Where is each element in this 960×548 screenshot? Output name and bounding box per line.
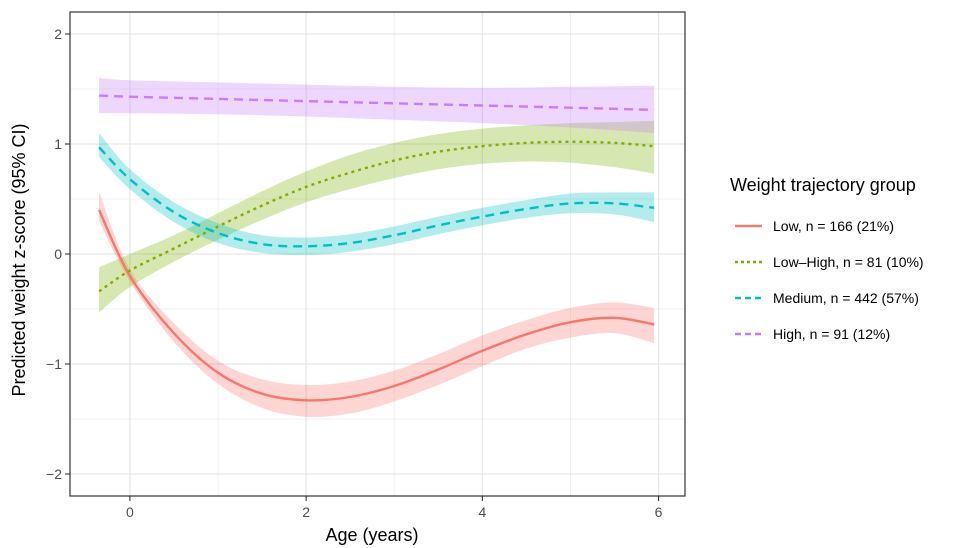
y-tick-label: 2 <box>54 26 62 42</box>
legend-title: Weight trajectory group <box>730 175 916 195</box>
y-axis-title: Predicted weight z-score (95% CI) <box>9 123 29 396</box>
y-axis-ticks: −2 −1 0 1 2 <box>46 26 70 482</box>
x-tick-label: 4 <box>478 504 486 520</box>
line-medium <box>98 146 655 248</box>
series-lines <box>97 94 655 402</box>
y-tick-label: 1 <box>54 136 62 152</box>
line-low-high <box>98 140 655 293</box>
line-high <box>99 94 655 112</box>
line-low <box>97 209 655 402</box>
band-high <box>99 78 655 133</box>
legend-label-low-high: Low–High, n = 81 (10%) <box>773 254 924 270</box>
x-tick-label: 2 <box>302 504 310 520</box>
legend-label-high: High, n = 91 (12%) <box>773 326 890 342</box>
legend: Weight trajectory group Low, n = 166 (21… <box>730 175 924 342</box>
band-low-high <box>99 120 655 313</box>
legend-item-medium: Medium, n = 442 (57%) <box>735 290 919 306</box>
grid-major <box>70 12 685 496</box>
x-axis-title: Age (years) <box>325 525 418 545</box>
confidence-bands <box>99 78 655 418</box>
y-tick-label: 0 <box>54 246 62 262</box>
legend-item-low: Low, n = 166 (21%) <box>735 218 894 234</box>
legend-items: Low, n = 166 (21%) Low–High, n = 81 (10%)… <box>735 218 924 342</box>
x-tick-label: 6 <box>655 504 663 520</box>
legend-label-low: Low, n = 166 (21%) <box>773 218 894 234</box>
x-axis-ticks: 0 2 4 6 <box>126 496 663 520</box>
x-tick-label: 0 <box>126 504 134 520</box>
legend-item-low-high: Low–High, n = 81 (10%) <box>735 254 924 270</box>
legend-label-medium: Medium, n = 442 (57%) <box>773 290 919 306</box>
legend-item-high: High, n = 91 (12%) <box>735 326 890 342</box>
y-tick-label: −2 <box>46 466 62 482</box>
y-tick-label: −1 <box>46 356 62 372</box>
band-medium <box>99 133 655 256</box>
